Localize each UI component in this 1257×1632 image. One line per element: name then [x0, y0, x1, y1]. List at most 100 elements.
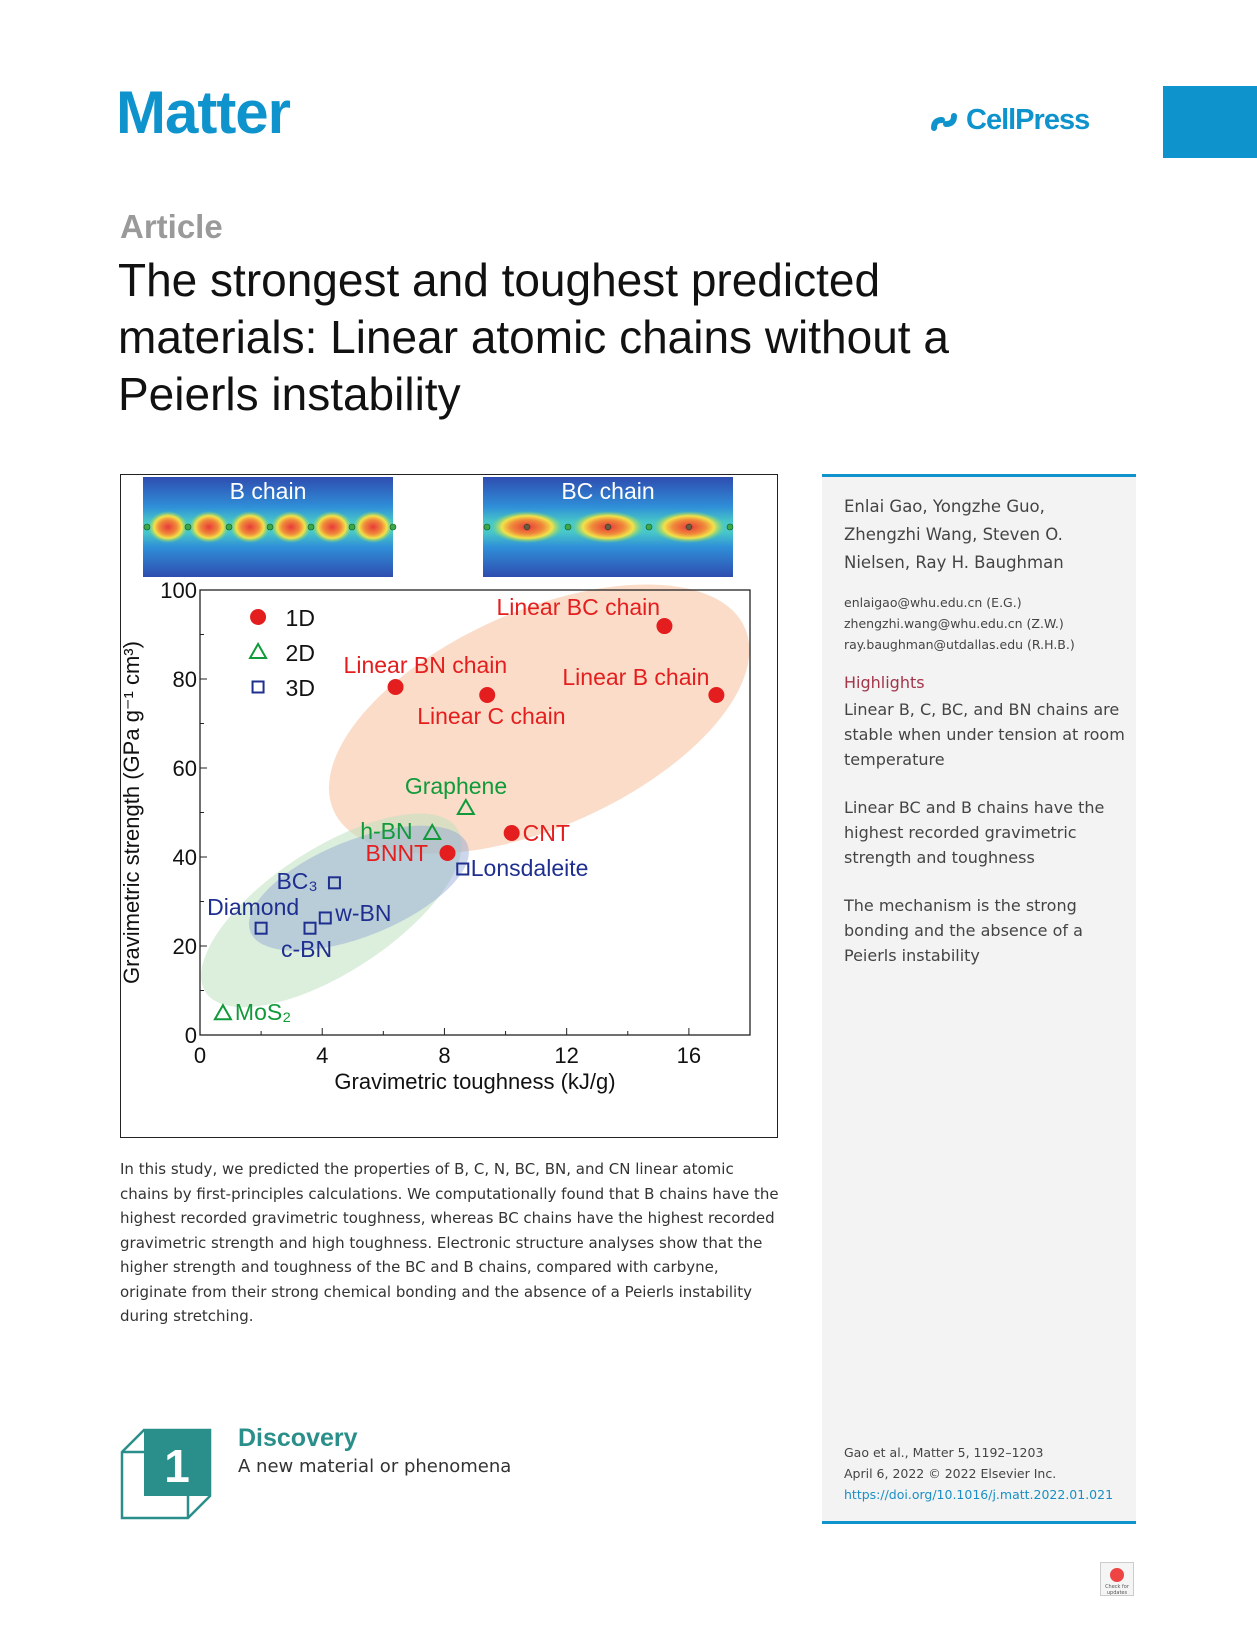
email-link[interactable]: zhengzhi.wang@whu.edu.cn (Z.W.) — [844, 616, 1064, 631]
y-tick-label: 100 — [160, 578, 197, 603]
y-axis-label: Gravimetric strength (GPa g⁻¹ cm³) — [121, 641, 144, 984]
highlight-item: Linear BC and B chains have the highest … — [844, 798, 1105, 867]
boron-atom — [564, 523, 572, 531]
legend-marker — [250, 609, 267, 625]
point-label: Linear BN chain — [344, 652, 508, 678]
boron-atom — [726, 523, 734, 531]
data-point — [503, 824, 520, 841]
point-label: Diamond — [207, 894, 299, 920]
graphical-abstract-figure: B chain BC chain 0 4 8 12 16 0 20 40 60 80 100 Gravi… — [119, 474, 778, 1138]
y-tick-label: 0 — [185, 1023, 197, 1048]
electron-density-blob — [271, 511, 311, 543]
sidebar: Enlai Gao, Yongzhe Guo, Zhengzhi Wang, S… — [822, 474, 1136, 1524]
discovery-cube-icon: 1 — [120, 1428, 212, 1520]
chart: B chain BC chain 0 4 8 12 16 0 20 40 60 80 100 Gravi… — [119, 477, 751, 1094]
data-point — [456, 798, 476, 816]
highlight-item: Linear B, C, BC, and BN chains are stabl… — [844, 700, 1125, 769]
discovery-number: 1 — [164, 1440, 190, 1492]
boron-atom — [266, 523, 274, 531]
y-tick-label: 80 — [173, 667, 197, 692]
inset-title: BC chain — [561, 478, 654, 504]
x-tick-label: 16 — [677, 1043, 701, 1068]
legend-marker — [248, 641, 268, 659]
header-accent-block — [1163, 86, 1257, 158]
x-tick-label: 8 — [438, 1043, 450, 1068]
data-point — [387, 679, 404, 696]
region-1d — [328, 584, 750, 854]
highlights-heading: Highlights — [844, 673, 925, 692]
y-tick-label: 20 — [173, 934, 197, 959]
boron-atom — [645, 523, 653, 531]
point-label: BNNT — [366, 840, 429, 866]
data-point — [656, 618, 673, 635]
legend-label: 2D — [286, 640, 315, 666]
point-label: Linear BC chain — [496, 594, 660, 620]
data-point — [422, 822, 442, 840]
electron-density-blob — [353, 511, 393, 543]
journal-logo: Matter — [116, 79, 291, 146]
check-updates-icon — [1110, 1568, 1124, 1582]
carbon-atom — [604, 523, 612, 531]
data-point — [213, 1003, 233, 1021]
point-label: h-BN — [360, 818, 412, 844]
data-point — [327, 876, 341, 890]
email-link[interactable]: ray.baughman@utdallas.edu (R.H.B.) — [844, 637, 1075, 652]
category-title: Discovery — [238, 1424, 358, 1452]
doi-link[interactable]: https://doi.org/10.1016/j.matt.2022.01.0… — [844, 1487, 1114, 1502]
badge-label: Check for updates — [1105, 1584, 1129, 1596]
point-label: CNT — [523, 820, 570, 846]
publisher-logo: CellPress — [966, 104, 1090, 136]
boron-atom — [348, 523, 356, 531]
y-tick-label: 60 — [173, 756, 197, 781]
y-tick-label: 40 — [173, 845, 197, 870]
inset-title: B chain — [230, 478, 307, 504]
publication-date: April 6, 2022 © 2022 Elsevier Inc. — [844, 1466, 1057, 1481]
boron-atom — [483, 523, 491, 531]
authors: Enlai Gao, Yongzhe Guo, Zhengzhi Wang, S… — [844, 497, 1064, 572]
data-point — [479, 687, 496, 704]
data-point — [318, 911, 332, 925]
boron-atom — [225, 523, 233, 531]
data-point — [708, 687, 725, 704]
electron-density-blob — [312, 511, 352, 543]
data-point — [303, 921, 317, 935]
citation-block: Gao et al., Matter 5, 1192–1203 April 6,… — [844, 1442, 1113, 1505]
highlight-item: The mechanism is the strong bonding and … — [844, 896, 1083, 965]
x-tick-label: 12 — [554, 1043, 578, 1068]
legend-label: 1D — [286, 605, 315, 631]
point-label: c-BN — [281, 936, 332, 962]
region-2d — [201, 813, 462, 1008]
data-point — [254, 921, 268, 935]
point-label: Linear C chain — [417, 703, 565, 729]
carbon-atom — [523, 523, 531, 531]
data-point — [456, 862, 470, 876]
cellpress-logo-icon — [931, 113, 957, 131]
section-label: Article — [120, 208, 223, 245]
abstract-text: In this study, we predicted the properti… — [120, 1160, 779, 1325]
x-tick-label: 4 — [316, 1043, 328, 1068]
category-subtitle: A new material or phenomena — [238, 1456, 512, 1477]
point-label: Graphene — [405, 773, 507, 799]
electron-density-blob — [230, 511, 270, 543]
boron-atom — [184, 523, 192, 531]
boron-atom — [307, 523, 315, 531]
point-label: Lonsdaleite — [471, 855, 589, 881]
boron-atom — [143, 523, 151, 531]
electron-density-blob — [189, 511, 229, 543]
x-axis-label: Gravimetric toughness (kJ/g) — [334, 1069, 615, 1094]
point-label: w-BN — [334, 900, 391, 926]
x-tick-label: 0 — [194, 1043, 206, 1068]
carbon-atom — [685, 523, 693, 531]
legend-marker — [251, 680, 265, 694]
email-link[interactable]: enlaigao@whu.edu.cn (E.G.) — [844, 595, 1022, 610]
region-3d — [248, 825, 469, 951]
boron-atom — [389, 523, 397, 531]
citation: Gao et al., Matter 5, 1192–1203 — [844, 1445, 1044, 1460]
article-title: The strongest and toughest predicted mat… — [118, 254, 949, 420]
point-label: BC₃ — [276, 868, 317, 894]
point-label: MoS₂ — [235, 999, 291, 1025]
check-for-updates-badge[interactable]: Check for updates — [1100, 1562, 1134, 1596]
electron-density-blob — [148, 511, 188, 543]
data-point — [439, 844, 456, 861]
point-label: Linear B chain — [562, 664, 709, 690]
